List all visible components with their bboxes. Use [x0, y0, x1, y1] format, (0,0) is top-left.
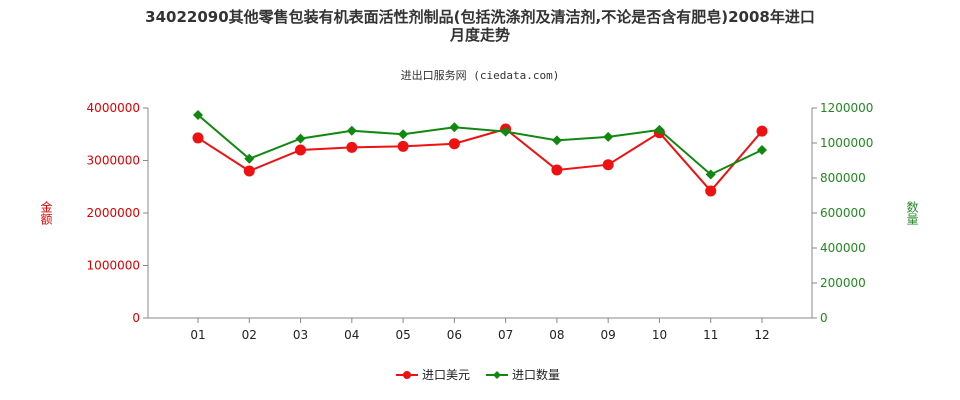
- chart-title-line1: 34022090其他零售包装有机表面活性剂制品(包括洗涤剂及清洁剂,不论是否含有…: [145, 8, 815, 26]
- x-tick-label: 09: [601, 328, 616, 342]
- series-2-point: [500, 126, 511, 137]
- x-tick-label: 01: [190, 328, 205, 342]
- x-tick-label: 12: [754, 328, 769, 342]
- series-1-point: [705, 185, 717, 197]
- y-axis-right-label: 数量: [905, 200, 919, 225]
- x-tick-label: 03: [293, 328, 308, 342]
- y-right-tick-label: 600000: [820, 206, 866, 220]
- x-tick-label: 08: [549, 328, 564, 342]
- series-layer: [192, 110, 768, 197]
- series-2-point: [295, 133, 306, 144]
- y-right-tick-label: 800000: [820, 171, 866, 185]
- x-tick-label: 04: [344, 328, 359, 342]
- series-line-1: [197, 127, 763, 193]
- series-2-point: [705, 169, 716, 180]
- series-2-point: [603, 131, 614, 142]
- legend-marker-1: [403, 371, 411, 379]
- series-1-point: [295, 144, 307, 156]
- legend: 进口美元 进口数量: [396, 367, 560, 382]
- series-2-point: [346, 125, 357, 136]
- right-axis-ticks: 0 200000 400000 600000 800000 1000000 1200000: [812, 101, 873, 325]
- y-right-tick-label: 0: [820, 311, 828, 325]
- y-right-tick-label: 1200000: [820, 101, 873, 115]
- y-left-tick-label: 2000000: [87, 206, 140, 220]
- legend-marker-2: [493, 371, 501, 379]
- series-1-point: [448, 138, 460, 150]
- left-axis-ticks: 0 1000000 2000000 3000000 4000000: [87, 101, 148, 325]
- y-left-tick-label: 0: [132, 311, 140, 325]
- x-tick-label: 07: [498, 328, 513, 342]
- series-1-point: [397, 140, 409, 152]
- series-1-point: [602, 159, 614, 171]
- x-tick-label: 05: [395, 328, 410, 342]
- series-1-point: [192, 132, 204, 144]
- series-2-point: [654, 124, 665, 135]
- series-2-point: [244, 153, 255, 164]
- y-left-tick-label: 4000000: [87, 101, 140, 115]
- x-tick-label: 02: [242, 328, 257, 342]
- series-1-point: [243, 165, 255, 177]
- y-left-tick-label: 3000000: [87, 154, 140, 168]
- x-tick-label: 11: [703, 328, 718, 342]
- y-left-tick-label: 1000000: [87, 259, 140, 273]
- series-line-2: [197, 114, 763, 176]
- x-axis-ticks: 01 02 03 04 05 06 07 08 09 10 11 12: [190, 318, 770, 342]
- series-2-point: [757, 145, 767, 155]
- series-1-point: [551, 164, 563, 176]
- y-right-tick-label: 1000000: [820, 136, 873, 150]
- legend-label-1: 进口美元: [422, 368, 470, 382]
- axes: [147, 108, 813, 319]
- series-2-point: [398, 129, 409, 140]
- chart-source: 进出口服务网 (ciedata.com): [400, 69, 560, 82]
- series-2-point: [449, 122, 460, 133]
- y-right-tick-label: 200000: [820, 276, 866, 290]
- y-axis-left-label: 金额: [39, 200, 53, 226]
- series-2-point: [551, 135, 562, 146]
- legend-label-2: 进口数量: [512, 367, 560, 382]
- x-tick-label: 06: [447, 328, 462, 342]
- series-1-point: [346, 141, 358, 153]
- series-2-point: [193, 110, 203, 120]
- x-tick-label: 10: [652, 328, 667, 342]
- series-1-point: [756, 125, 768, 137]
- chart-title-line2: 月度走势: [449, 26, 510, 44]
- y-right-tick-label: 400000: [820, 241, 866, 255]
